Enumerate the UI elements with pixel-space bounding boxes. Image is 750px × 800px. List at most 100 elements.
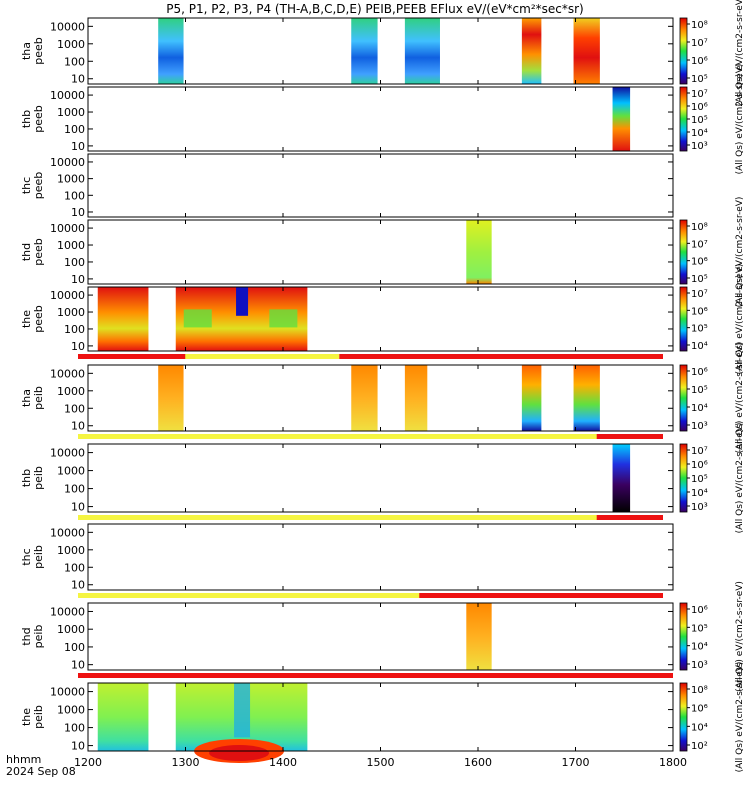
colorbar-tick-label: 10⁶ — [691, 704, 708, 715]
y-tick-label: 10000 — [50, 156, 85, 169]
panel-ylabel: peeb — [32, 37, 45, 65]
panel-frame — [87, 523, 674, 591]
colorbar-label: (All Qs) eV/(cm2-s-sr-eV) — [735, 343, 745, 454]
x-tick-label: 1700 — [562, 756, 590, 769]
spectrogram-block — [404, 365, 428, 431]
colorbar-tick-label: 10⁶ — [691, 367, 708, 378]
spectrogram-feature — [236, 287, 249, 316]
y-tick-label: 10 — [71, 579, 85, 592]
y-tick-label: 10 — [71, 273, 85, 286]
y-tick-label: 100 — [64, 483, 85, 496]
y-tick-label: 1000 — [57, 173, 85, 186]
colorbar-tick-label: 10⁵ — [691, 274, 708, 285]
panel-ylabel: peib — [32, 625, 45, 649]
panel-frame — [87, 153, 674, 218]
panel-ylabel: tha — [20, 389, 33, 407]
colorbar-tick-label: 10⁵ — [691, 115, 708, 126]
colorbar-label: (All Qs) eV/(cm2-s-sr-eV) — [735, 662, 745, 773]
panel-frame — [87, 219, 674, 285]
panel-frame — [87, 443, 674, 513]
panel-thd-peeb: 10 100 1000 10000 thd peeb 10⁸ 10⁷ 10⁶ 10⁵ (All Qs… — [20, 197, 745, 308]
panel-the-peeb: 10 100 1000 10000 the peeb 10⁷ 10⁶ 10⁵ 10⁴ (All Qs… — [20, 264, 745, 375]
y-tick-label: 1000 — [57, 239, 85, 252]
x-tick-label: 1200 — [74, 756, 102, 769]
y-tick-label: 1000 — [57, 38, 85, 51]
colorbar-tick-label: 10⁵ — [691, 324, 708, 335]
colorbar-tick-label: 10⁸ — [691, 222, 708, 233]
panel-tha-peeb: 10 100 1000 10000 tha peeb 10⁸ 10⁷ 10⁶ 10⁵ (All Qs… — [20, 0, 745, 106]
colorbar-tick-label: 10⁵ — [691, 385, 708, 396]
panel-ylabel: peib — [32, 545, 45, 569]
colorbar-tick-label: 10⁶ — [691, 460, 708, 471]
x-tick-label: 1400 — [269, 756, 297, 769]
y-tick-label: 1000 — [57, 465, 85, 478]
y-tick-label: 100 — [64, 123, 85, 136]
x-axis-label: hhmm — [6, 753, 41, 766]
y-tick-label: 10000 — [50, 447, 85, 460]
spectrogram-block — [573, 18, 600, 84]
panel-ylabel: thd — [20, 243, 33, 261]
panel-ylabel: the — [20, 310, 33, 328]
panel-ylabel: peib — [32, 705, 45, 729]
spectrogram-block — [97, 683, 149, 751]
y-tick-label: 1000 — [57, 704, 85, 717]
x-tick-label: 1300 — [172, 756, 200, 769]
colorbar — [679, 86, 688, 152]
spectrogram-block — [97, 287, 149, 351]
panel-ylabel: the — [20, 708, 33, 726]
colorbar-label: (All Qs) eV/(cm2-s-sr-eV) — [735, 423, 745, 534]
panel-ylabel: peeb — [32, 172, 45, 200]
y-tick-label: 10 — [71, 140, 85, 153]
spectrogram-feature — [234, 683, 251, 738]
colorbar — [679, 364, 688, 432]
colorbar-tick-label: 10⁸ — [691, 20, 708, 31]
spectrogram-block — [351, 18, 378, 84]
colorbar-label: (All Qs) eV/(cm2-s-sr-eV) — [735, 581, 745, 692]
colorbar-label: (All Qs) eV/(cm2-s-sr-eV) — [735, 197, 745, 308]
colorbar-tick-label: 10⁷ — [691, 89, 708, 100]
spectrogram-block — [404, 18, 440, 84]
y-tick-label: 10000 — [50, 605, 85, 618]
mode-bar-segment — [596, 434, 663, 439]
mode-bar-segment — [78, 434, 607, 439]
colorbar-tick-label: 10⁶ — [691, 257, 708, 268]
panel-tha-peib: 10 100 1000 10000 tha peib 10⁶ 10⁵ 10⁴ 10³ (All Qs… — [20, 343, 745, 454]
mode-bar-segment — [78, 673, 673, 678]
panel-ylabel: peeb — [32, 305, 45, 333]
y-tick-label: 100 — [64, 323, 85, 336]
chart-title: P5, P1, P2, P3, P4 (TH-A,B,C,D,E) PEIB,P… — [166, 2, 583, 16]
mode-bar-segment — [596, 515, 663, 520]
colorbar-tick-label: 10⁴ — [691, 128, 708, 139]
mode-bar-segment — [78, 593, 430, 598]
colorbar-tick-label: 10⁶ — [691, 56, 708, 67]
colorbar-label: (All Qs) eV/(cm2-s-sr-eV) — [735, 0, 745, 106]
panel-thb-peib: 10 100 1000 10000 thb peib 10⁷ 10⁶ 10⁵ 10⁴ 10³ (All… — [20, 423, 745, 534]
panel-thb-peeb: 10 100 1000 10000 thb peeb 10⁷ 10⁶ 10⁵ 10⁴ 10³ (All… — [20, 64, 745, 175]
y-tick-label: 10 — [71, 206, 85, 219]
colorbar-tick-label: 10⁴ — [691, 642, 708, 653]
y-tick-label: 10000 — [50, 222, 85, 235]
colorbar-tick-label: 10⁴ — [691, 722, 708, 733]
colorbar-tick-label: 10⁴ — [691, 488, 708, 499]
y-tick-label: 10 — [71, 420, 85, 433]
y-tick-label: 100 — [64, 189, 85, 202]
y-tick-label: 10 — [71, 73, 85, 86]
spectrogram-block — [466, 603, 492, 670]
colorbar — [679, 286, 688, 352]
colorbar-tick-label: 10⁷ — [691, 38, 708, 49]
colorbar — [679, 219, 688, 285]
colorbar-tick-label: 10⁶ — [691, 605, 708, 616]
colorbar-tick-label: 10³ — [691, 421, 708, 432]
colorbar-tick-label: 10³ — [691, 502, 708, 513]
colorbar-tick-label: 10⁵ — [691, 474, 708, 485]
colorbar-tick-label: 10⁷ — [691, 289, 708, 300]
panel-thc-peeb: 10 100 1000 10000 thc peeb — [20, 153, 674, 219]
spectrogram-block — [466, 220, 492, 284]
mode-bar-segment — [78, 354, 196, 359]
y-tick-label: 1000 — [57, 623, 85, 636]
mode-bar-segment — [419, 593, 663, 598]
spectrogram-block — [612, 87, 631, 151]
panel-thd-peib: 10 100 1000 10000 thd peib 10⁶ 10⁵ 10⁴ 10³ (All Qs… — [20, 581, 745, 692]
colorbar — [679, 443, 688, 513]
